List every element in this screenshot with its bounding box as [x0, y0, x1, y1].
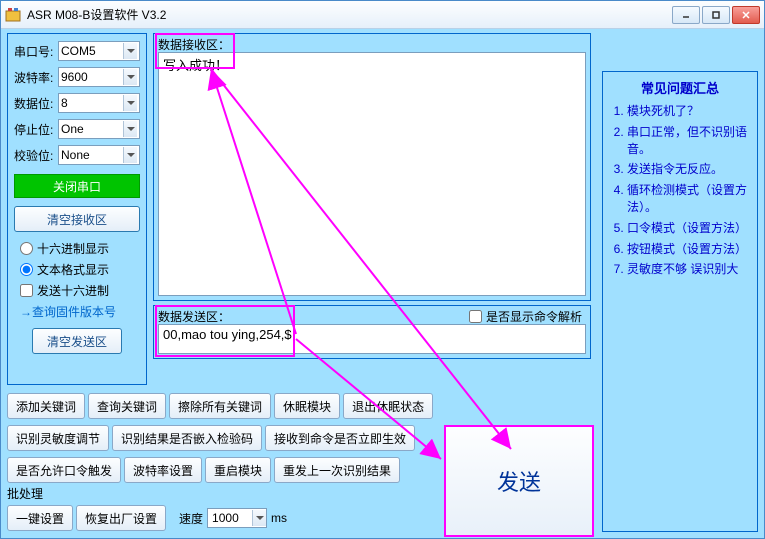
faq-item[interactable]: 循环检测模式（设置方法）。	[627, 182, 751, 216]
chevron-down-icon	[123, 147, 137, 163]
parity-combo[interactable]: None	[58, 145, 140, 165]
recv-label: 数据接收区：	[158, 36, 230, 53]
speed-combo[interactable]: 1000	[207, 508, 267, 528]
onekey-button[interactable]: 一键设置	[7, 505, 73, 531]
batch-row: 一键设置 恢复出厂设置 速度 1000 ms	[7, 503, 287, 533]
faq-item[interactable]: 发送指令无反应。	[627, 161, 751, 178]
radio-hex[interactable]: 十六进制显示	[20, 240, 140, 257]
close-port-button[interactable]: 关闭串口	[14, 174, 140, 198]
chevron-down-icon	[123, 43, 137, 59]
data-label: 数据位:	[14, 95, 58, 112]
baud-combo[interactable]: 9600	[58, 67, 140, 87]
send-label: 数据发送区：	[158, 308, 230, 325]
port-label: 串口号:	[14, 43, 58, 60]
radio-text[interactable]: 文本格式显示	[20, 261, 140, 278]
query-version-link[interactable]: →查询固件版本号	[20, 303, 140, 320]
chk-show-parse[interactable]: 是否显示命令解析	[469, 308, 582, 325]
app-window: ASR M08-B设置软件 V3.2 串口号:COM5 波特率:9600 数据位…	[0, 0, 765, 539]
action-button[interactable]: 重发上一次识别结果	[274, 457, 400, 483]
chevron-down-icon	[252, 510, 266, 526]
action-button[interactable]: 识别结果是否嵌入检验码	[112, 425, 262, 451]
big-send-button[interactable]: 发送	[444, 425, 594, 537]
chevron-down-icon	[123, 121, 137, 137]
action-button[interactable]: 接收到命令是否立即生效	[265, 425, 415, 451]
clear-send-button[interactable]: 清空发送区	[32, 328, 122, 354]
window-controls	[672, 6, 760, 24]
restore-button[interactable]: 恢复出厂设置	[76, 505, 166, 531]
port-combo[interactable]: COM5	[58, 41, 140, 61]
clear-recv-button[interactable]: 清空接收区	[14, 206, 140, 232]
close-button[interactable]	[732, 6, 760, 24]
action-button[interactable]: 擦除所有关键词	[169, 393, 271, 419]
faq-item[interactable]: 模块死机了？	[627, 103, 751, 120]
maximize-button[interactable]	[702, 6, 730, 24]
faq-panel: 常见问题汇总 模块死机了？ 串口正常，但不识别语音。发送指令无反应。循环检测模式（…	[602, 71, 758, 532]
action-button[interactable]: 查询关键词	[88, 393, 166, 419]
client-area: 串口号:COM5 波特率:9600 数据位:8 停止位:One 校验位:None…	[1, 29, 764, 538]
speed-unit: ms	[271, 511, 287, 525]
window-title: ASR M08-B设置软件 V3.2	[27, 6, 672, 23]
faq-item[interactable]: 口令模式（设置方法）	[627, 220, 751, 237]
send-textarea[interactable]: 00,mao tou ying,254,$	[158, 324, 586, 354]
stopbits-combo[interactable]: One	[58, 119, 140, 139]
recv-textarea[interactable]: 写入成功！	[158, 52, 586, 296]
speed-label: 速度	[179, 510, 203, 527]
action-button[interactable]: 波特率设置	[124, 457, 202, 483]
baud-label: 波特率:	[14, 69, 58, 86]
parity-label: 校验位:	[14, 147, 58, 164]
action-button[interactable]: 是否允许口令触发	[7, 457, 121, 483]
stop-label: 停止位:	[14, 121, 58, 138]
faq-item[interactable]: 灵敏度不够 误识别大	[627, 261, 751, 278]
databits-combo[interactable]: 8	[58, 93, 140, 113]
send-panel: 数据发送区： 是否显示命令解析 00,mao tou ying,254,$	[153, 305, 591, 359]
action-button[interactable]: 休眠模块	[274, 393, 340, 419]
titlebar: ASR M08-B设置软件 V3.2	[1, 1, 764, 29]
recv-panel: 数据接收区： 写入成功！	[153, 33, 591, 301]
faq-item[interactable]: 串口正常，但不识别语音。	[627, 124, 751, 158]
action-button[interactable]: 退出休眠状态	[343, 393, 433, 419]
faq-item[interactable]: 按钮模式（设置方法）	[627, 241, 751, 258]
app-icon	[5, 7, 21, 23]
batch-label: 批处理	[7, 485, 43, 502]
chevron-down-icon	[123, 69, 137, 85]
action-button[interactable]: 识别灵敏度调节	[7, 425, 109, 451]
chk-send-hex[interactable]: 发送十六进制	[20, 282, 140, 299]
chevron-down-icon	[123, 95, 137, 111]
minimize-button[interactable]	[672, 6, 700, 24]
serial-panel: 串口号:COM5 波特率:9600 数据位:8 停止位:One 校验位:None…	[7, 33, 147, 385]
faq-title: 常见问题汇总	[609, 78, 751, 97]
action-button[interactable]: 添加关键词	[7, 393, 85, 419]
action-button[interactable]: 重启模块	[205, 457, 271, 483]
